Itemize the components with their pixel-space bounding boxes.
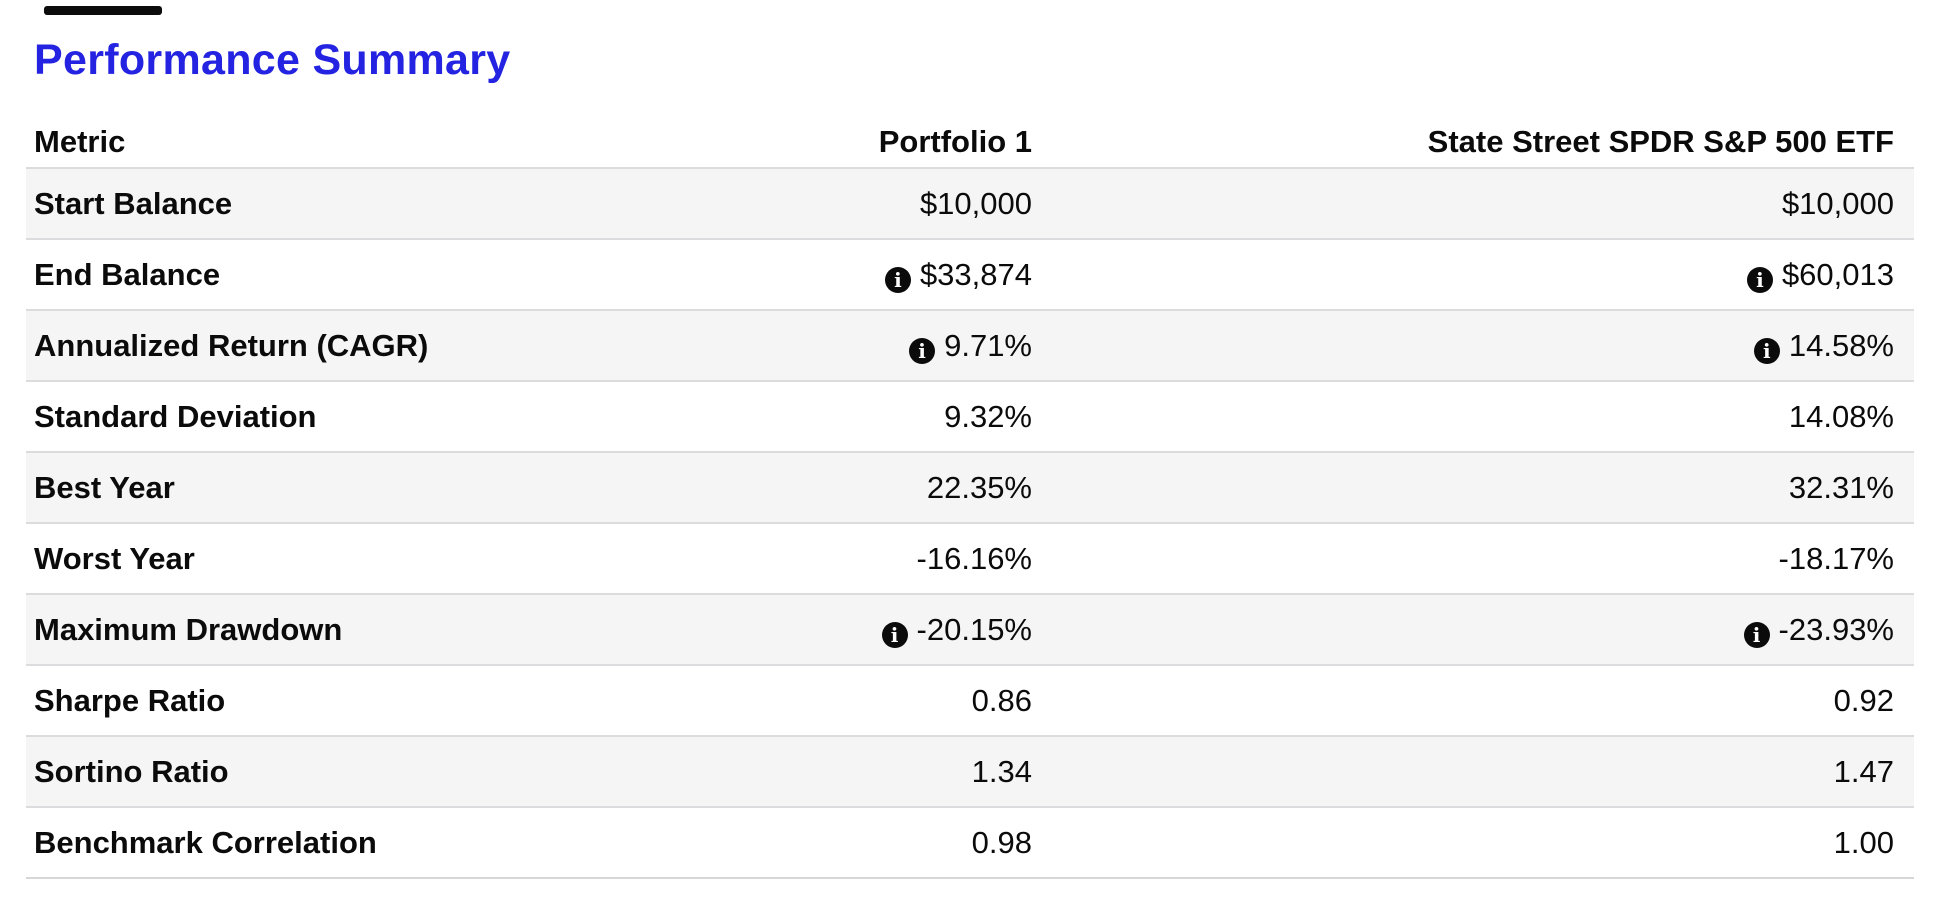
performance-summary-table: Metric Portfolio 1 State Street SPDR S&P… <box>26 117 1914 879</box>
table-row: Worst Year -16.16% -18.17% <box>26 523 1914 595</box>
cell-value: Maximum Drawdown <box>34 611 343 647</box>
table-row: End Balance i $33,874 i $60,013 <box>26 239 1914 311</box>
cell-value: Benchmark Correlation <box>34 824 377 860</box>
cell-value: 0.98 <box>971 824 1032 860</box>
table-row: Maximum Drawdown i -20.15% i -23.93% <box>26 594 1914 666</box>
metric-cell: Annualized Return (CAGR) <box>26 310 586 382</box>
cell-value: $10,000 <box>1781 185 1894 221</box>
performance-table-body: Start Balance $10,000 $10,000 End Balance i $… <box>26 168 1914 879</box>
benchmark-cell: $10,000 <box>1046 168 1914 240</box>
table-row: Sharpe Ratio 0.86 0.92 <box>26 665 1914 737</box>
benchmark-cell: i $60,013 <box>1046 239 1914 311</box>
portfolio1-cell: 0.86 <box>586 665 1046 737</box>
metric-cell: Standard Deviation <box>26 381 586 453</box>
info-icon[interactable]: i <box>884 266 911 293</box>
portfolio1-cell: i -20.15% <box>586 594 1046 666</box>
page-title: Performance Summary <box>34 36 511 84</box>
cell-value: 14.08% <box>1788 398 1894 434</box>
table-row: Sortino Ratio 1.34 1.47 <box>26 736 1914 808</box>
cell-value: End Balance <box>34 256 221 292</box>
portfolio1-cell: 1.34 <box>586 736 1046 808</box>
benchmark-cell: -18.17% <box>1046 523 1914 595</box>
metric-cell: Benchmark Correlation <box>26 807 586 879</box>
metric-cell: Best Year <box>26 452 586 524</box>
portfolio1-cell: -16.16% <box>586 523 1046 595</box>
cell-value: 1.00 <box>1833 824 1894 860</box>
metric-cell: Maximum Drawdown <box>26 594 586 666</box>
benchmark-cell: i -23.93% <box>1046 594 1914 666</box>
cell-value: -18.17% <box>1778 540 1894 576</box>
cell-value: 0.86 <box>971 682 1032 718</box>
portfolio1-cell: i 9.71% <box>586 310 1046 382</box>
cell-value: Worst Year <box>34 540 195 576</box>
portfolio1-cell: $10,000 <box>586 168 1046 240</box>
table-row: Start Balance $10,000 $10,000 <box>26 168 1914 240</box>
cell-value: Annualized Return (CAGR) <box>34 327 429 363</box>
portfolio1-cell: 22.35% <box>586 452 1046 524</box>
portfolio1-cell: i $33,874 <box>586 239 1046 311</box>
column-header-metric: Metric <box>26 117 586 169</box>
info-icon[interactable]: i <box>1743 621 1770 648</box>
table-row: Benchmark Correlation 0.98 1.00 <box>26 807 1914 879</box>
column-header-benchmark: State Street SPDR S&P 500 ETF <box>1046 117 1914 169</box>
metric-cell: Sharpe Ratio <box>26 665 586 737</box>
benchmark-cell: 32.31% <box>1046 452 1914 524</box>
cell-value: -16.16% <box>916 540 1032 576</box>
metric-cell: Sortino Ratio <box>26 736 586 808</box>
table-header-row: Metric Portfolio 1 State Street SPDR S&P… <box>26 117 1914 169</box>
benchmark-cell: 1.00 <box>1046 807 1914 879</box>
benchmark-cell: 0.92 <box>1046 665 1914 737</box>
metric-cell: Start Balance <box>26 168 586 240</box>
info-icon[interactable]: i <box>1746 266 1773 293</box>
cell-value: $60,013 <box>1781 256 1894 292</box>
cell-value: Standard Deviation <box>34 398 317 434</box>
cell-value: 9.71% <box>944 327 1032 363</box>
cell-value: 1.47 <box>1833 753 1894 789</box>
portfolio1-cell: 0.98 <box>586 807 1046 879</box>
table-row: Annualized Return (CAGR) i 9.71% i 14.58% <box>26 310 1914 382</box>
cell-value: Start Balance <box>34 185 233 221</box>
table-row: Best Year 22.35% 32.31% <box>26 452 1914 524</box>
info-icon[interactable]: i <box>1753 337 1780 364</box>
cell-value: -23.93% <box>1778 611 1894 647</box>
cell-value: $33,874 <box>919 256 1032 292</box>
metric-cell: Worst Year <box>26 523 586 595</box>
cell-value: Sortino Ratio <box>34 753 229 789</box>
cell-value: Best Year <box>34 469 175 505</box>
info-icon[interactable]: i <box>909 337 936 364</box>
cell-value: 0.92 <box>1833 682 1894 718</box>
table-row: Standard Deviation 9.32% 14.08% <box>26 381 1914 453</box>
cell-value: -20.15% <box>916 611 1032 647</box>
info-icon[interactable]: i <box>881 621 908 648</box>
benchmark-cell: 14.08% <box>1046 381 1914 453</box>
cell-value: 9.32% <box>944 398 1032 434</box>
cell-value: Sharpe Ratio <box>34 682 226 718</box>
scrolled-element-fragment <box>44 6 162 15</box>
cell-value: 32.31% <box>1788 469 1894 505</box>
cell-value: 1.34 <box>971 753 1032 789</box>
column-header-portfolio1: Portfolio 1 <box>586 117 1046 169</box>
benchmark-cell: 1.47 <box>1046 736 1914 808</box>
cell-value: $10,000 <box>919 185 1032 221</box>
portfolio1-cell: 9.32% <box>586 381 1046 453</box>
metric-cell: End Balance <box>26 239 586 311</box>
benchmark-cell: i 14.58% <box>1046 310 1914 382</box>
cell-value: 14.58% <box>1788 327 1894 363</box>
cell-value: 22.35% <box>926 469 1032 505</box>
